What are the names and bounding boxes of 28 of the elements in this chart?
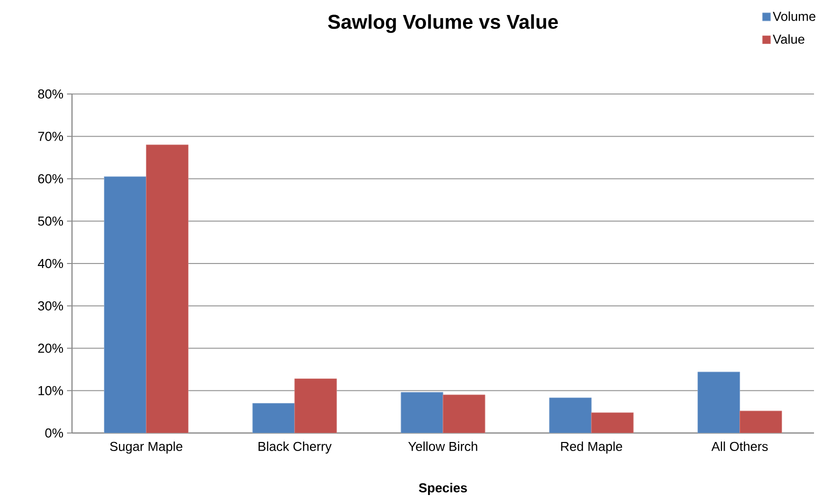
y-tick-label: 60% (38, 174, 64, 184)
chart-title: Sawlog Volume vs Value (328, 14, 558, 33)
x-tick-label: Red Maple (561, 442, 622, 454)
bar (698, 372, 740, 433)
bar (442, 394, 486, 433)
x-axis-title: Species (418, 482, 467, 495)
legend-label: Volume (772, 11, 816, 21)
x-tick-label: Sugar Maple (110, 442, 182, 454)
y-tick-label: 40% (38, 258, 64, 268)
y-tick-label: 0% (45, 428, 64, 438)
y-tick-label: 10% (38, 386, 64, 396)
bar (146, 144, 188, 433)
y-tick-label: 20% (38, 344, 64, 353)
legend-label: Value (772, 34, 804, 44)
y-tick-label: 50% (38, 216, 64, 226)
x-tick-label: Yellow Birch (408, 442, 478, 452)
x-tick-label: All Others (711, 442, 768, 452)
bar (740, 410, 782, 433)
x-tick-label: Black Cherry (258, 442, 332, 454)
bar (104, 176, 146, 433)
y-tick-label: 30% (38, 301, 64, 310)
y-tick-label: 80% (38, 89, 64, 99)
bar (400, 392, 444, 433)
bar (294, 378, 337, 433)
bar (591, 412, 634, 433)
bar (549, 398, 592, 433)
y-tick-label: 70% (38, 132, 64, 141)
bar (252, 403, 295, 433)
